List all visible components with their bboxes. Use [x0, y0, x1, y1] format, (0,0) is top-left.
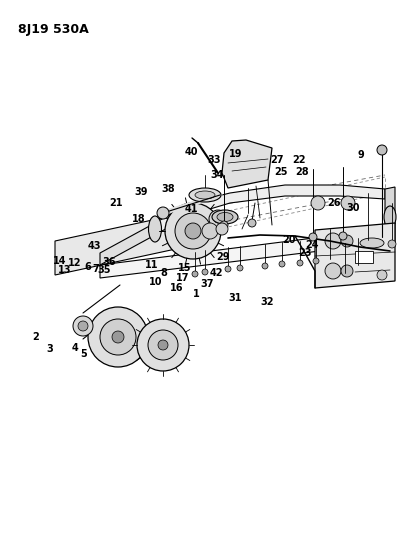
Text: 23: 23	[298, 248, 312, 258]
Circle shape	[309, 233, 317, 241]
Circle shape	[165, 203, 221, 259]
Ellipse shape	[189, 188, 221, 202]
Polygon shape	[222, 140, 272, 188]
Circle shape	[313, 258, 319, 264]
Circle shape	[262, 263, 268, 269]
Circle shape	[157, 207, 169, 219]
Text: 19: 19	[228, 149, 242, 158]
Circle shape	[112, 331, 124, 343]
Text: 39: 39	[134, 187, 147, 197]
Polygon shape	[155, 185, 385, 235]
Text: 18: 18	[132, 214, 145, 223]
Text: 24: 24	[305, 240, 318, 250]
Text: 41: 41	[184, 204, 198, 214]
Circle shape	[88, 307, 148, 367]
Text: 6: 6	[85, 262, 92, 272]
Text: 17: 17	[176, 273, 189, 283]
Polygon shape	[385, 187, 395, 246]
Text: 26: 26	[327, 198, 341, 207]
Text: 36: 36	[102, 257, 116, 267]
Circle shape	[341, 196, 355, 210]
Text: 32: 32	[260, 297, 273, 306]
Text: 20: 20	[282, 235, 296, 245]
Ellipse shape	[212, 210, 238, 224]
Text: 14: 14	[53, 256, 66, 266]
Polygon shape	[100, 223, 155, 265]
Text: 8J19 530A: 8J19 530A	[18, 23, 89, 36]
Text: 1: 1	[193, 289, 200, 299]
Circle shape	[341, 265, 353, 277]
Text: 30: 30	[346, 203, 360, 213]
Text: 3: 3	[46, 344, 53, 354]
Circle shape	[73, 316, 93, 336]
Text: 21: 21	[109, 198, 123, 207]
Circle shape	[279, 261, 285, 267]
Circle shape	[175, 213, 211, 249]
Circle shape	[220, 221, 228, 229]
Circle shape	[339, 232, 347, 240]
Text: 34: 34	[211, 170, 224, 180]
Text: 43: 43	[88, 241, 101, 251]
Polygon shape	[100, 229, 385, 278]
Ellipse shape	[195, 191, 215, 199]
Circle shape	[185, 223, 201, 239]
Circle shape	[148, 330, 178, 360]
Bar	[355, 251, 373, 263]
Text: 5: 5	[81, 349, 87, 359]
Circle shape	[137, 319, 189, 371]
Circle shape	[311, 196, 325, 210]
Circle shape	[192, 271, 198, 277]
Polygon shape	[55, 213, 185, 275]
Text: 11: 11	[144, 261, 158, 270]
Text: 9: 9	[358, 150, 365, 159]
Circle shape	[158, 340, 168, 350]
Circle shape	[225, 266, 231, 272]
Ellipse shape	[217, 213, 233, 222]
Text: 16: 16	[170, 283, 183, 293]
Text: 25: 25	[274, 167, 287, 176]
Text: 4: 4	[71, 343, 78, 352]
Text: 31: 31	[228, 294, 242, 303]
Ellipse shape	[149, 216, 162, 242]
Circle shape	[202, 223, 218, 239]
Text: 22: 22	[292, 155, 306, 165]
Circle shape	[248, 219, 256, 227]
Circle shape	[297, 260, 303, 266]
Circle shape	[341, 235, 353, 247]
Circle shape	[100, 319, 136, 355]
Circle shape	[325, 263, 341, 279]
Circle shape	[237, 265, 243, 271]
Ellipse shape	[384, 206, 396, 228]
Circle shape	[78, 321, 88, 331]
Circle shape	[209, 210, 227, 228]
Text: 40: 40	[184, 147, 198, 157]
Text: 37: 37	[200, 279, 213, 288]
Circle shape	[216, 223, 228, 235]
Text: 42: 42	[210, 268, 223, 278]
Text: 2: 2	[32, 332, 39, 342]
Text: 10: 10	[149, 278, 162, 287]
Circle shape	[202, 269, 208, 275]
Circle shape	[388, 240, 396, 248]
Text: 12: 12	[68, 259, 81, 268]
Text: 35: 35	[97, 265, 111, 275]
Text: 29: 29	[216, 252, 229, 262]
Text: 33: 33	[207, 155, 221, 165]
Text: 15: 15	[178, 263, 192, 272]
Text: 27: 27	[270, 155, 284, 165]
Circle shape	[377, 145, 387, 155]
Text: 38: 38	[161, 184, 175, 194]
Ellipse shape	[360, 238, 384, 248]
Text: 13: 13	[58, 265, 72, 275]
Polygon shape	[315, 223, 395, 288]
Circle shape	[325, 233, 341, 249]
Text: 28: 28	[296, 167, 309, 176]
Circle shape	[377, 270, 387, 280]
Circle shape	[214, 215, 222, 223]
Text: 7: 7	[92, 264, 99, 274]
Text: 8: 8	[160, 268, 167, 278]
